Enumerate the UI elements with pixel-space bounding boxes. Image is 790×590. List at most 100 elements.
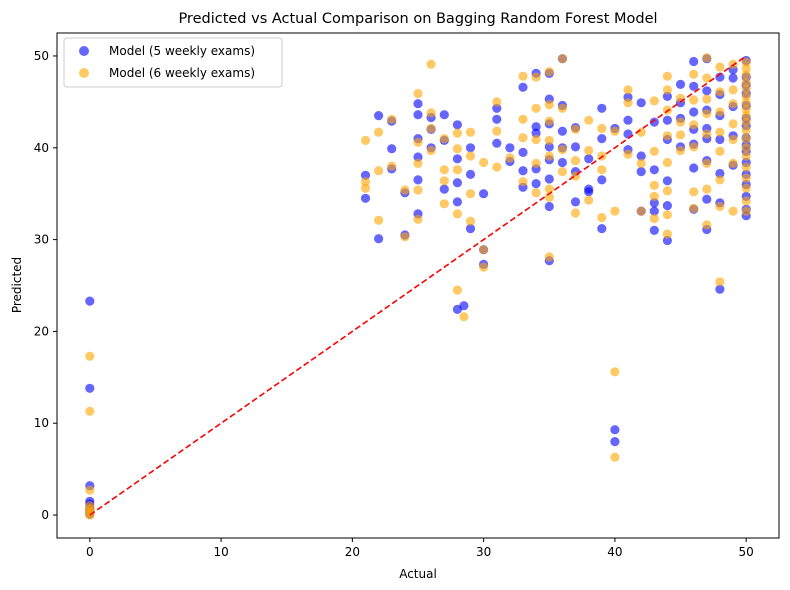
data-point-series-2: [741, 143, 751, 153]
data-point-series-1: [360, 193, 371, 203]
reference-line: [89, 55, 747, 516]
data-point-series-2: [741, 57, 751, 67]
data-point-series-2: [702, 53, 712, 63]
data-point-series-2: [597, 165, 607, 175]
data-point-series-2: [702, 129, 712, 139]
data-point-series-2: [452, 165, 462, 175]
data-point-series-2: [636, 127, 646, 137]
y-tick-label: 10: [34, 416, 49, 430]
data-point-series-1: [649, 225, 659, 235]
legend-label-6-weekly: Model (6 weekly exams): [109, 66, 255, 80]
data-point-series-2: [544, 67, 554, 77]
data-point-series-2: [360, 135, 371, 145]
data-point-series-2: [662, 85, 673, 95]
data-point-series-1: [557, 126, 568, 136]
data-point-series-1: [570, 142, 581, 152]
data-point-series-2: [518, 133, 528, 143]
data-point-series-2: [715, 175, 725, 185]
data-point-series-1: [85, 383, 95, 393]
data-point-series-2: [492, 162, 502, 172]
data-point-series-2: [689, 187, 699, 197]
data-point-series-2: [557, 54, 568, 64]
data-point-series-1: [649, 206, 659, 216]
data-point-series-2: [715, 87, 725, 97]
data-point-series-2: [662, 157, 673, 168]
data-point-series-1: [374, 234, 384, 244]
data-point-series-2: [728, 99, 738, 109]
data-point-series-2: [741, 162, 751, 172]
data-point-series-2: [636, 206, 646, 216]
data-point-series-1: [492, 138, 502, 148]
data-point-series-2: [728, 134, 738, 145]
data-point-series-2: [741, 84, 751, 94]
data-point-series-2: [452, 144, 462, 154]
data-point-series-2: [85, 351, 95, 361]
data-point-series-2: [531, 72, 541, 82]
data-point-series-2: [741, 173, 751, 183]
data-point-series-2: [741, 183, 751, 193]
data-point-series-2: [741, 196, 751, 206]
data-point-series-2: [728, 206, 738, 216]
data-point-series-2: [662, 186, 673, 196]
data-point-series-1: [544, 174, 554, 184]
data-point-series-2: [689, 95, 699, 105]
data-point-series-1: [505, 143, 515, 153]
data-point-series-2: [728, 158, 738, 168]
data-point-series-1: [597, 103, 607, 113]
legend: Model (5 weekly exams) Model (6 weekly e…: [63, 37, 283, 88]
data-point-series-2: [597, 123, 607, 134]
data-point-series-2: [610, 126, 620, 136]
data-point-series-1: [636, 151, 646, 161]
data-point-series-2: [715, 107, 725, 117]
data-point-series-2: [459, 312, 469, 322]
data-point-series-1: [492, 114, 502, 124]
data-point-series-1: [387, 144, 397, 154]
data-point-series-1: [649, 165, 659, 175]
data-point-series-2: [662, 131, 673, 141]
legend-marker-6-weekly: [79, 68, 89, 78]
data-point-series-2: [610, 206, 620, 216]
data-point-series-2: [715, 127, 725, 137]
data-point-series-1: [597, 134, 607, 144]
data-point-series-2: [649, 96, 659, 106]
data-point-series-1: [531, 179, 541, 189]
data-point-series-1: [531, 128, 541, 138]
legend-box: [63, 37, 283, 88]
data-point-series-2: [702, 158, 712, 168]
data-point-series-1: [465, 224, 476, 234]
data-point-series-2: [452, 209, 462, 219]
data-point-series-2: [479, 157, 489, 168]
data-point-series-2: [728, 85, 738, 95]
data-point-series-2: [531, 134, 541, 145]
data-point-series-2: [689, 120, 699, 130]
data-point-series-1: [584, 154, 594, 164]
data-point-series-1: [360, 170, 371, 180]
data-point-series-2: [741, 206, 751, 216]
data-point-series-1: [597, 224, 607, 234]
y-tick-label: 30: [34, 233, 49, 247]
data-point-series-1: [689, 81, 699, 91]
data-point-series-2: [518, 177, 528, 187]
data-point-series-1: [531, 122, 541, 132]
data-point-series-1: [452, 120, 462, 130]
data-point-series-2: [85, 485, 95, 495]
data-point-series-2: [741, 111, 751, 121]
data-point-series-2: [557, 145, 568, 155]
data-point-series-2: [715, 146, 725, 156]
data-point-series-1: [649, 117, 659, 127]
data-point-series-2: [689, 203, 699, 213]
data-point-series-1: [544, 201, 554, 212]
data-point-series-1: [675, 79, 686, 89]
data-point-series-1: [413, 110, 423, 120]
data-point-series-2: [662, 210, 673, 220]
data-point-series-2: [662, 71, 673, 81]
legend-marker-5-weekly: [79, 46, 89, 56]
data-point-series-1: [413, 175, 423, 185]
data-point-series-2: [465, 216, 476, 226]
data-point-series-2: [531, 188, 541, 198]
data-point-series-2: [452, 128, 462, 138]
data-point-series-1: [413, 152, 423, 162]
data-point-series-2: [479, 262, 489, 272]
data-point-series-1: [610, 425, 620, 435]
